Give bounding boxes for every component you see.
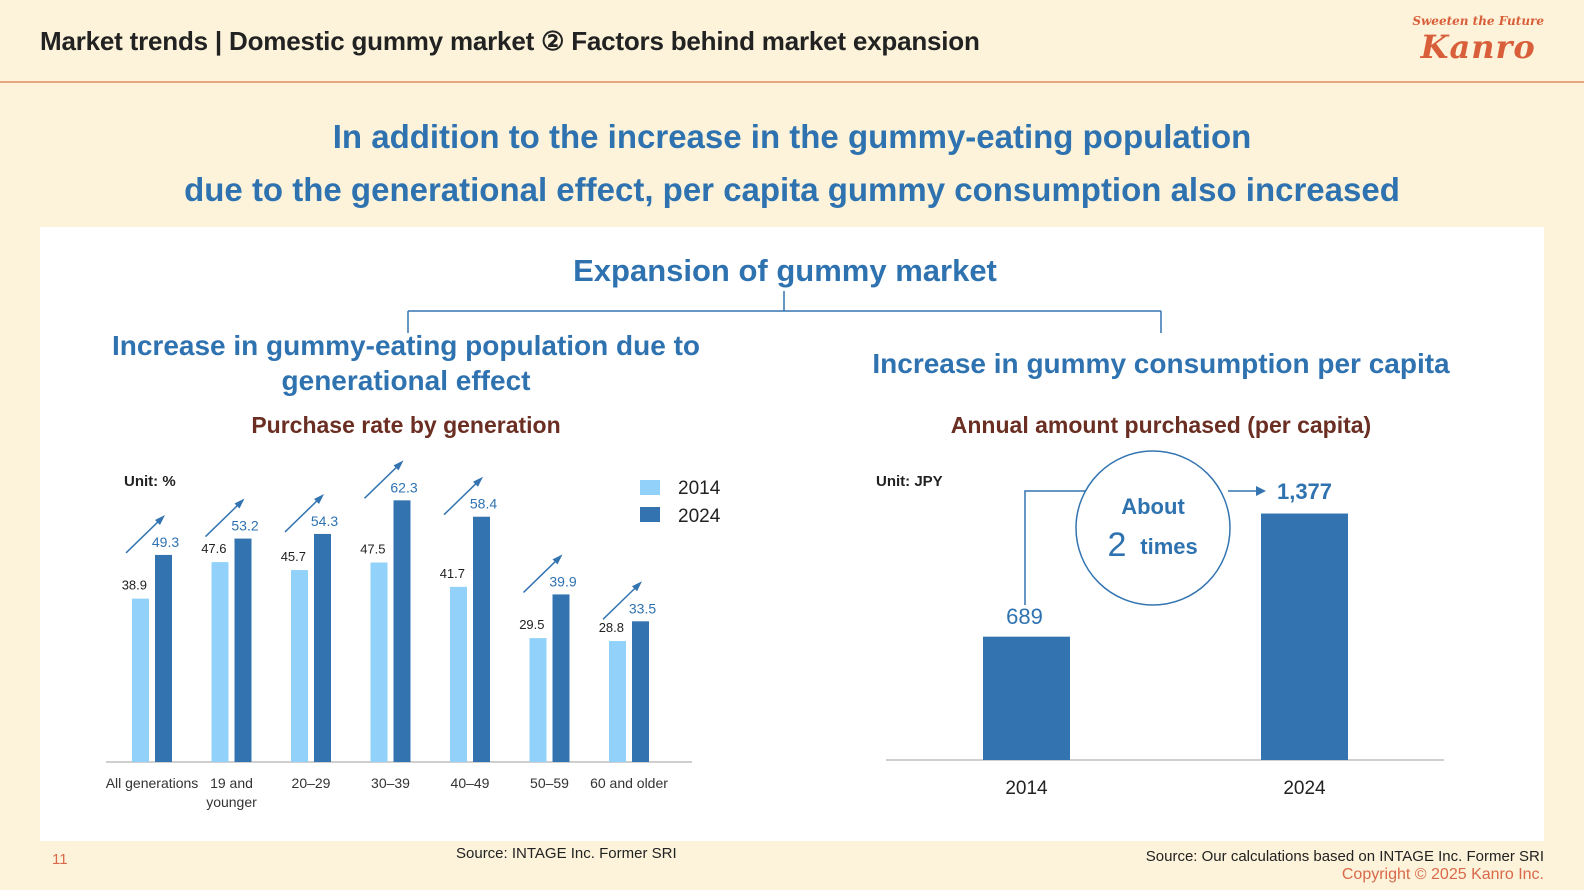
left-branch-line1: Increase in gummy-eating population due … (112, 330, 700, 361)
growth-arrowhead-icon (1256, 486, 1266, 496)
chart2-source: Source: Our calculations based on INTAGE… (1145, 848, 1544, 865)
trend-arrow-icon (632, 581, 642, 592)
bar-2014 (450, 586, 467, 762)
headline-line2: due to the generational effect, per capi… (184, 171, 1400, 208)
bar-2024 (552, 594, 570, 762)
legend-swatch-2014 (640, 480, 660, 495)
chart1-title: Purchase rate by generation (251, 412, 560, 438)
bar-2014 (211, 562, 229, 762)
value-label-2024: 53.2 (231, 518, 258, 534)
category-label: 19 and (210, 775, 253, 791)
kanro-logo: Sweeten the Future Kanro (1412, 14, 1544, 66)
value-label-2024: 54.3 (311, 513, 338, 529)
bar-2024 (1261, 513, 1348, 760)
bar-2024 (632, 621, 649, 762)
value-label-2014: 45.7 (281, 549, 306, 564)
trend-arrow-line (602, 584, 639, 620)
bar-2014 (983, 636, 1070, 760)
bar-2024 (234, 538, 252, 762)
value-label-2014: 29.5 (519, 617, 544, 632)
trend-arrow-line (522, 557, 560, 593)
trend-arrow-line (204, 502, 242, 538)
page-number: 11 (52, 851, 68, 868)
value-label-2024: 62.3 (390, 479, 417, 495)
category-label: All generations (106, 775, 199, 791)
category-label: 2014 (1005, 778, 1048, 799)
bar-2014 (132, 598, 149, 762)
value-label-2014: 41.7 (440, 566, 465, 581)
slide-title: Market trends | Domestic gummy market ② … (40, 26, 980, 56)
trend-arrow-icon (155, 514, 165, 525)
growth-connector-left (1024, 490, 1085, 605)
category-label: 40–49 (451, 775, 490, 791)
chart1-source: Source: INTAGE Inc. Former SRI (456, 845, 677, 862)
trend-arrow-icon (393, 460, 404, 471)
left-branch-line2: generational effect (282, 365, 531, 396)
legend-label-2014: 2014 (678, 478, 721, 499)
category-label: 20–29 (292, 775, 331, 791)
diagram-root: Expansion of gummy market (573, 253, 997, 288)
bar-2024 (314, 533, 331, 762)
chart2-title: Annual amount purchased (per capita) (951, 412, 1371, 438)
value-label-2014: 47.5 (360, 542, 385, 557)
category-label: 30–39 (371, 775, 410, 791)
content-svg: Expansion of gummy market Increase in gu… (106, 253, 1450, 810)
value-label-2014: 28.8 (599, 620, 624, 635)
bar-2014 (609, 641, 626, 762)
trend-arrow-line (125, 518, 162, 554)
category-label: 2024 (1283, 778, 1326, 799)
chart1-marks: 38.9 49.3 All generations 47.6 53.2 19 and you… (106, 460, 668, 810)
value-label-2014: 38.9 (122, 578, 147, 593)
value-label-2024: 58.4 (470, 496, 497, 512)
logo-tagline: Sweeten the Future (1412, 14, 1544, 28)
chart2-unit-label: Unit: JPY (876, 473, 943, 490)
bar-2024 (393, 500, 411, 762)
trend-arrow-line (363, 463, 401, 499)
trend-arrow-icon (234, 498, 245, 509)
headline: In addition to the increase in the gummy… (0, 110, 1584, 216)
chart2-marks: 2014 2024 689 1,377 (983, 479, 1348, 799)
trend-arrow-line (443, 480, 480, 516)
trend-arrow-icon (473, 476, 483, 487)
bar-2014 (291, 570, 308, 762)
category-label: 60 and older (590, 775, 668, 791)
growth-circle (1075, 450, 1231, 606)
right-branch: Increase in gummy consumption per capita (872, 348, 1450, 379)
category-label: younger (206, 794, 257, 810)
slide-header: Market trends | Domestic gummy market ② … (0, 0, 1584, 83)
chart1-unit-label: Unit: % (124, 473, 176, 490)
copyright: Copyright © 2025 Kanro Inc. (1341, 866, 1544, 883)
value-label-2014: 47.6 (201, 541, 226, 556)
legend-swatch-2024 (640, 507, 660, 522)
trend-arrow-line (284, 497, 321, 533)
value-label-2024: 49.3 (152, 534, 179, 550)
growth-number: 2 (1108, 526, 1127, 564)
growth-unit: times (1140, 534, 1197, 559)
bar-2014 (370, 562, 388, 762)
category-label: 50–59 (530, 775, 569, 791)
growth-about: About (1121, 494, 1185, 519)
value-label-2014: 689 (1006, 604, 1043, 629)
headline-line1: In addition to the increase in the gummy… (332, 118, 1252, 155)
bar-2014 (529, 638, 547, 762)
trend-arrow-icon (314, 493, 324, 504)
value-label-2024: 39.9 (549, 573, 576, 589)
bar-2024 (473, 516, 490, 762)
value-label-2024: 1,377 (1277, 479, 1332, 504)
trend-arrow-icon (552, 554, 563, 565)
value-label-2024: 33.5 (629, 600, 656, 616)
content-panel: Expansion of gummy market Increase in gu… (40, 227, 1544, 841)
legend-label-2024: 2024 (678, 506, 721, 527)
logo-name: Kanro (1420, 28, 1536, 66)
bar-2024 (155, 554, 172, 762)
